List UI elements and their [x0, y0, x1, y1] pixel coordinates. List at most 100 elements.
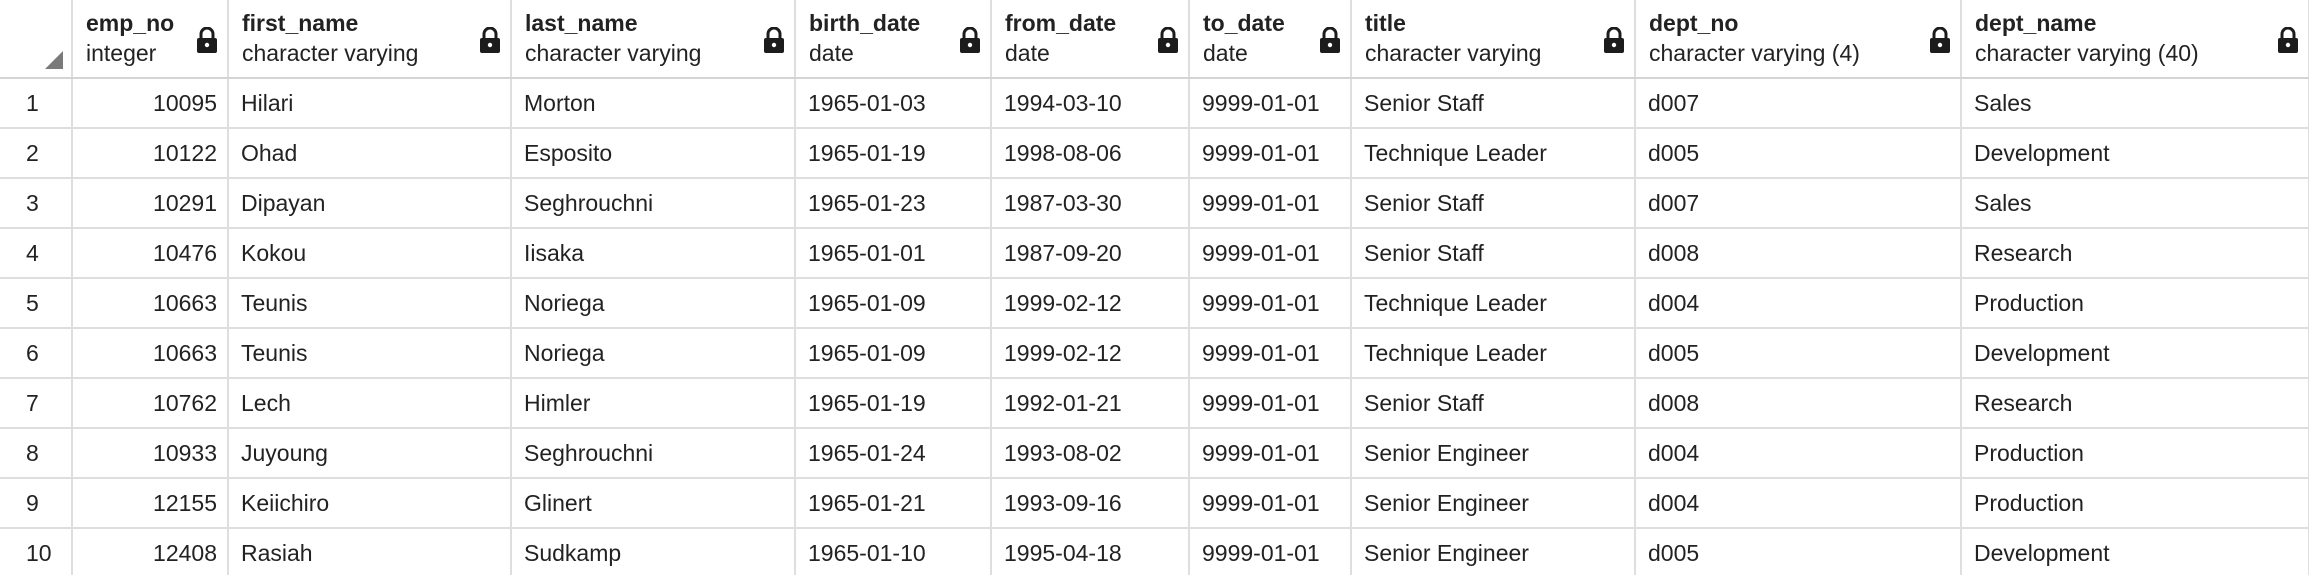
cell-last-name[interactable]: Morton	[511, 78, 796, 129]
cell-last-name[interactable]: Noriega	[511, 278, 796, 329]
cell-dept-name[interactable]: Research	[1961, 378, 2309, 429]
table-row[interactable]: 5 10663 Teunis Noriega 1965-01-09 1999-02-12 9…	[0, 278, 2309, 329]
row-number[interactable]: 10	[0, 528, 73, 575]
row-number[interactable]: 8	[0, 428, 73, 479]
cell-title[interactable]: Senior Staff	[1351, 178, 1636, 229]
select-all-icon[interactable]	[45, 51, 63, 69]
cell-birth-date[interactable]: 1965-01-19	[795, 128, 992, 179]
cell-dept-name[interactable]: Production	[1961, 428, 2309, 479]
row-number[interactable]: 2	[0, 128, 73, 179]
cell-dept-name[interactable]: Development	[1961, 328, 2309, 379]
cell-dept-no[interactable]: d004	[1635, 278, 1962, 329]
cell-last-name[interactable]: Seghrouchni	[511, 428, 796, 479]
table-row[interactable]: 2 10122 Ohad Esposito 1965-01-19 1998-08-06 99…	[0, 128, 2309, 179]
table-row[interactable]: 8 10933 Juyoung Seghrouchni 1965-01-24 1993-0…	[0, 428, 2309, 479]
cell-emp-no[interactable]: 10663	[72, 278, 229, 329]
cell-to-date[interactable]: 9999-01-01	[1189, 228, 1352, 279]
cell-from-date[interactable]: 1992-01-21	[991, 378, 1190, 429]
cell-first-name[interactable]: Ohad	[228, 128, 512, 179]
select-all-corner[interactable]	[0, 0, 73, 79]
table-row[interactable]: 6 10663 Teunis Noriega 1965-01-09 1999-02-12 9…	[0, 328, 2309, 379]
cell-last-name[interactable]: Himler	[511, 378, 796, 429]
cell-emp-no[interactable]: 10663	[72, 328, 229, 379]
cell-first-name[interactable]: Rasiah	[228, 528, 512, 575]
cell-title[interactable]: Senior Staff	[1351, 378, 1636, 429]
cell-title[interactable]: Senior Staff	[1351, 78, 1636, 129]
column-header-last-name[interactable]: last_name character varying	[511, 0, 796, 79]
cell-dept-name[interactable]: Sales	[1961, 78, 2309, 129]
cell-birth-date[interactable]: 1965-01-19	[795, 378, 992, 429]
column-header-emp-no[interactable]: emp_no integer	[72, 0, 229, 79]
cell-emp-no[interactable]: 10095	[72, 78, 229, 129]
row-number[interactable]: 4	[0, 228, 73, 279]
table-row[interactable]: 9 12155 Keiichiro Glinert 1965-01-21 1993-09-…	[0, 478, 2309, 529]
cell-to-date[interactable]: 9999-01-01	[1189, 178, 1352, 229]
row-number[interactable]: 9	[0, 478, 73, 529]
cell-dept-no[interactable]: d005	[1635, 128, 1962, 179]
cell-first-name[interactable]: Dipayan	[228, 178, 512, 229]
cell-emp-no[interactable]: 12155	[72, 478, 229, 529]
cell-title[interactable]: Technique Leader	[1351, 278, 1636, 329]
column-header-first-name[interactable]: first_name character varying	[228, 0, 512, 79]
cell-birth-date[interactable]: 1965-01-21	[795, 478, 992, 529]
cell-dept-no[interactable]: d007	[1635, 78, 1962, 129]
cell-birth-date[interactable]: 1965-01-03	[795, 78, 992, 129]
cell-from-date[interactable]: 1987-09-20	[991, 228, 1190, 279]
cell-to-date[interactable]: 9999-01-01	[1189, 378, 1352, 429]
cell-dept-name[interactable]: Production	[1961, 278, 2309, 329]
cell-birth-date[interactable]: 1965-01-24	[795, 428, 992, 479]
cell-first-name[interactable]: Lech	[228, 378, 512, 429]
cell-to-date[interactable]: 9999-01-01	[1189, 78, 1352, 129]
table-row[interactable]: 3 10291 Dipayan Seghrouchni 1965-01-23 1987-0…	[0, 178, 2309, 229]
cell-last-name[interactable]: Esposito	[511, 128, 796, 179]
cell-to-date[interactable]: 9999-01-01	[1189, 328, 1352, 379]
row-number[interactable]: 7	[0, 378, 73, 429]
cell-last-name[interactable]: Iisaka	[511, 228, 796, 279]
cell-emp-no[interactable]: 10933	[72, 428, 229, 479]
cell-first-name[interactable]: Juyoung	[228, 428, 512, 479]
table-row[interactable]: 10 12408 Rasiah Sudkamp 1965-01-10 1995-04-18…	[0, 528, 2309, 575]
cell-last-name[interactable]: Seghrouchni	[511, 178, 796, 229]
cell-birth-date[interactable]: 1965-01-09	[795, 278, 992, 329]
column-header-birth-date[interactable]: birth_date date	[795, 0, 992, 79]
cell-first-name[interactable]: Teunis	[228, 328, 512, 379]
cell-emp-no[interactable]: 12408	[72, 528, 229, 575]
cell-last-name[interactable]: Sudkamp	[511, 528, 796, 575]
cell-dept-no[interactable]: d007	[1635, 178, 1962, 229]
row-number[interactable]: 3	[0, 178, 73, 229]
cell-dept-name[interactable]: Development	[1961, 128, 2309, 179]
cell-from-date[interactable]: 1994-03-10	[991, 78, 1190, 129]
cell-last-name[interactable]: Glinert	[511, 478, 796, 529]
column-header-dept-name[interactable]: dept_name character varying (40)	[1961, 0, 2309, 79]
cell-to-date[interactable]: 9999-01-01	[1189, 478, 1352, 529]
cell-from-date[interactable]: 1987-03-30	[991, 178, 1190, 229]
row-number[interactable]: 5	[0, 278, 73, 329]
cell-dept-name[interactable]: Research	[1961, 228, 2309, 279]
cell-emp-no[interactable]: 10122	[72, 128, 229, 179]
cell-emp-no[interactable]: 10476	[72, 228, 229, 279]
cell-dept-name[interactable]: Production	[1961, 478, 2309, 529]
table-row[interactable]: 4 10476 Kokou Iisaka 1965-01-01 1987-09-20 999…	[0, 228, 2309, 279]
cell-emp-no[interactable]: 10291	[72, 178, 229, 229]
cell-first-name[interactable]: Teunis	[228, 278, 512, 329]
cell-title[interactable]: Senior Engineer	[1351, 478, 1636, 529]
cell-to-date[interactable]: 9999-01-01	[1189, 428, 1352, 479]
cell-dept-no[interactable]: d004	[1635, 478, 1962, 529]
cell-to-date[interactable]: 9999-01-01	[1189, 528, 1352, 575]
cell-dept-no[interactable]: d005	[1635, 528, 1962, 575]
cell-last-name[interactable]: Noriega	[511, 328, 796, 379]
cell-first-name[interactable]: Hilari	[228, 78, 512, 129]
cell-title[interactable]: Senior Engineer	[1351, 528, 1636, 575]
cell-from-date[interactable]: 1998-08-06	[991, 128, 1190, 179]
cell-birth-date[interactable]: 1965-01-10	[795, 528, 992, 575]
cell-birth-date[interactable]: 1965-01-01	[795, 228, 992, 279]
row-number[interactable]: 1	[0, 78, 73, 129]
cell-dept-no[interactable]: d005	[1635, 328, 1962, 379]
column-header-to-date[interactable]: to_date date	[1189, 0, 1352, 79]
cell-birth-date[interactable]: 1965-01-09	[795, 328, 992, 379]
cell-from-date[interactable]: 1995-04-18	[991, 528, 1190, 575]
cell-first-name[interactable]: Keiichiro	[228, 478, 512, 529]
cell-dept-no[interactable]: d008	[1635, 228, 1962, 279]
row-number[interactable]: 6	[0, 328, 73, 379]
cell-title[interactable]: Technique Leader	[1351, 328, 1636, 379]
